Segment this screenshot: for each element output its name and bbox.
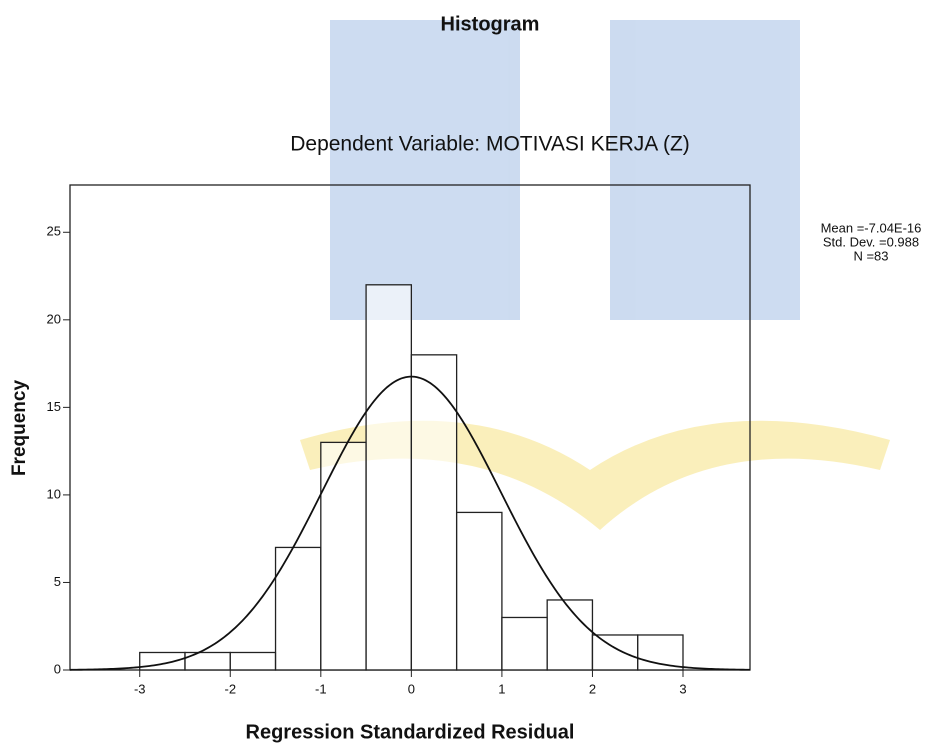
bar [546,599,594,671]
x-tick-label: -1 [315,681,327,696]
stats-label: N =83 [853,248,888,263]
watermark-shape [330,20,520,320]
x-tick-label: 0 [408,681,415,696]
x-tick-label: -2 [224,681,236,696]
bar [229,651,277,671]
y-tick-label: 15 [47,399,61,414]
y-axis-label: Frequency [9,380,30,477]
stats-label: Std. Dev. =0.988 [823,234,919,249]
y-tick-label: 5 [54,574,61,589]
y-tick-label: 0 [54,661,61,676]
y-tick-label: 25 [47,224,61,239]
stats-label: Mean =-7.04E-16 [821,220,922,235]
x-axis-label: Regression Standardized Residual [246,721,575,743]
bar [591,634,639,671]
x-tick-label: 3 [679,681,686,696]
bar [320,441,367,671]
normal-curve [69,375,751,671]
x-tick-label: -3 [134,681,146,696]
bar [274,546,322,671]
x-tick-label: 1 [498,681,505,696]
x-tick-label: 2 [589,681,596,696]
bar [365,284,413,671]
bar [501,616,548,671]
y-tick-label: 10 [47,486,61,501]
bar [139,651,186,671]
bar [410,354,458,671]
bar [455,511,503,671]
chart-title: Histogram [441,13,540,35]
y-tick-label: 20 [47,311,61,326]
watermark-shape [610,20,800,320]
chart-subtitle: Dependent Variable: MOTIVASI KERJA (Z) [290,133,690,156]
